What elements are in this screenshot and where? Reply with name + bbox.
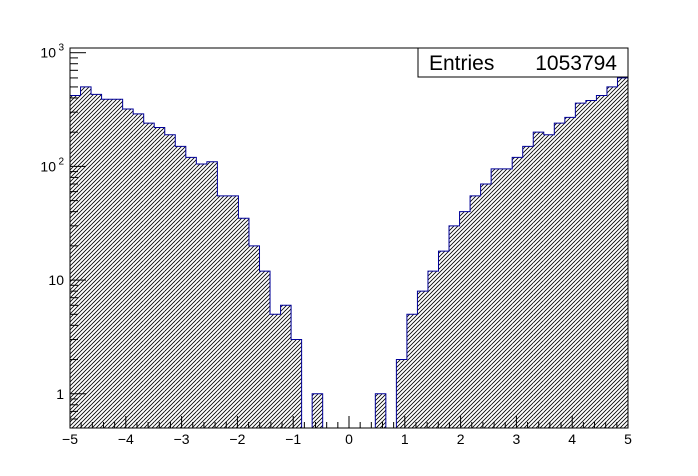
- histogram-bar: [259, 271, 271, 428]
- histogram-bar: [417, 291, 428, 428]
- histogram-bar: [80, 86, 92, 429]
- x-tick-label: 5: [624, 431, 632, 447]
- histogram-bar: [543, 134, 555, 429]
- histogram-bar: [238, 218, 249, 428]
- histogram-bar: [606, 86, 618, 429]
- histogram-bar: [133, 113, 144, 428]
- histogram-bar: [91, 94, 102, 429]
- y-tick-label: 10: [48, 272, 64, 288]
- histogram-bar: [217, 195, 228, 428]
- stats-box: Entries 1053794: [417, 47, 629, 78]
- histogram-bar: [375, 393, 386, 428]
- histogram-bar: [596, 95, 607, 428]
- histogram-bar: [480, 184, 492, 428]
- histogram-bar: [227, 195, 239, 428]
- histogram-bar: [122, 108, 134, 429]
- y-tick-exponent: 2: [58, 156, 64, 167]
- histogram-bar: [554, 123, 565, 428]
- histogram-bar: [438, 251, 450, 428]
- x-tick-label: 0: [345, 431, 353, 447]
- histogram-bar: [564, 117, 576, 428]
- y-tick-label: 1: [56, 386, 64, 402]
- x-tick-label: −5: [62, 431, 78, 447]
- x-tick-label: 1: [401, 431, 409, 447]
- x-tick-label: −2: [229, 431, 245, 447]
- histogram-bar: [175, 146, 186, 429]
- y-tick-exponent: 3: [58, 43, 64, 54]
- x-tick-label: 4: [568, 431, 576, 447]
- histogram-bars: [70, 77, 628, 429]
- histogram-bar: [154, 127, 165, 429]
- histogram-bar: [112, 99, 123, 429]
- histogram-bar: [501, 168, 513, 428]
- histogram-bar: [196, 163, 207, 428]
- histogram-bar: [396, 359, 407, 428]
- histogram-bar: [459, 211, 471, 428]
- histogram-bar: [406, 314, 418, 428]
- histogram-bar: [280, 305, 292, 428]
- histogram-bar: [533, 132, 544, 429]
- x-tick-label: −3: [174, 431, 190, 447]
- y-tick-label: 10: [40, 45, 56, 61]
- histogram-bar: [512, 157, 523, 429]
- y-tick-label: 10: [40, 158, 56, 174]
- histogram-bar: [164, 134, 176, 429]
- histogram-bar: [101, 99, 113, 429]
- histogram-bar: [491, 168, 502, 428]
- histogram-bar: [143, 123, 155, 428]
- histogram-bar: [291, 339, 302, 428]
- histogram-bar: [575, 103, 586, 428]
- x-tick-label: −4: [118, 431, 134, 447]
- histogram-bar: [470, 195, 481, 428]
- histogram-bar: [312, 393, 323, 428]
- histogram-bar: [248, 245, 260, 428]
- histogram-bar: [427, 271, 439, 428]
- histogram-bar: [185, 157, 197, 429]
- stats-entries-value: 1053794: [535, 52, 617, 75]
- x-tick-label: −1: [285, 431, 301, 447]
- x-tick-label: 3: [513, 431, 521, 447]
- histogram-bar: [270, 314, 281, 428]
- stats-box-frame: [417, 47, 629, 78]
- histogram-bar: [522, 146, 534, 429]
- stats-entries-label: Entries: [429, 52, 494, 75]
- x-tick-label: 2: [457, 431, 465, 447]
- histogram-bar: [70, 95, 81, 428]
- histogram-bar: [206, 161, 218, 428]
- histogram-bar: [449, 225, 460, 428]
- histogram-bar: [617, 77, 628, 428]
- x-axis: −5 −4 −3 −2 −1 0 1 2 3 4 5: [62, 416, 632, 447]
- histogram-bar: [585, 100, 597, 428]
